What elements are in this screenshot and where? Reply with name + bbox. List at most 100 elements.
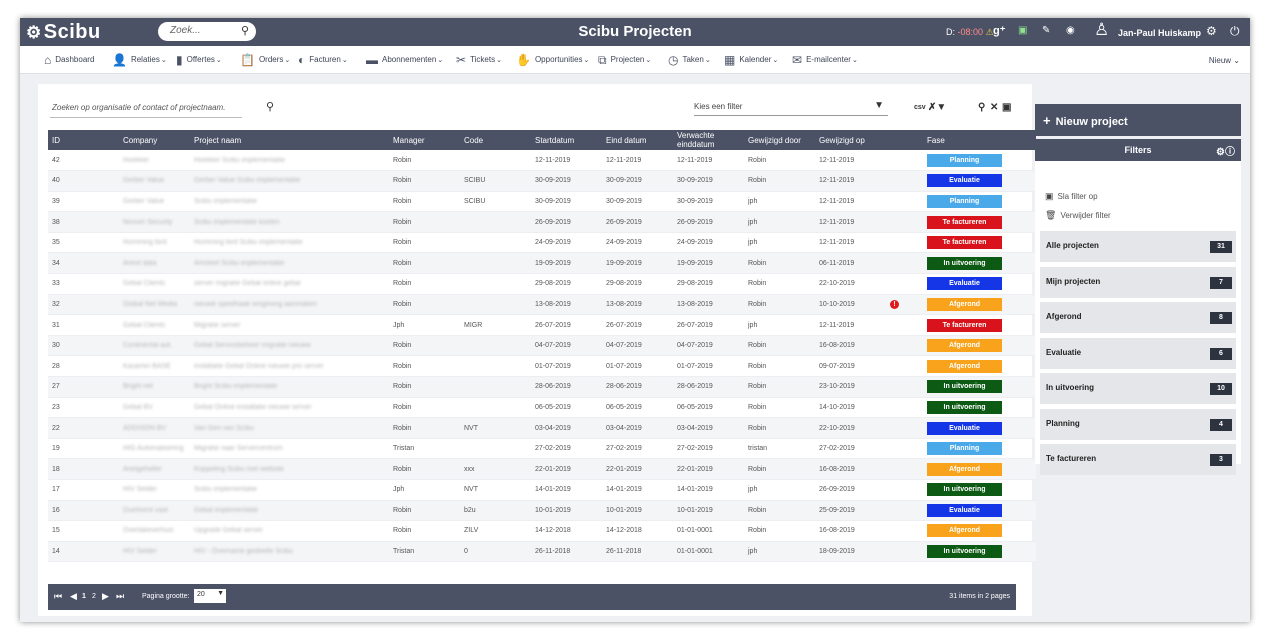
chevron-down-icon: ⌄: [645, 57, 652, 64]
table-row[interactable]: 34 Anext data Amsteel Scibu implementatie R…: [48, 252, 1036, 275]
table-row[interactable]: 33 Gebal Clients server migratie Gebal onl…: [48, 273, 1036, 295]
column-header[interactable]: Project naam: [194, 135, 242, 145]
nav-emailcenter[interactable]: ✉ E-mailcenter⌄: [792, 53, 858, 67]
nav-dashboard[interactable]: ⌂ Dashboard: [44, 53, 94, 67]
column-header[interactable]: [886, 130, 923, 150]
table-row[interactable]: 38 Novum Security Scibu implementatie kost…: [48, 211, 1036, 233]
nav-offertes[interactable]: ▮ Offertes⌄: [176, 53, 222, 67]
logo[interactable]: ⚙ Scibu: [26, 21, 101, 44]
last-page-icon[interactable]: ⏭: [116, 591, 125, 601]
nav-taken[interactable]: ◷ Taken⌄: [668, 53, 711, 67]
cell-changed-by: Robin: [744, 417, 815, 439]
cell-text: 06-05-2019: [677, 403, 713, 411]
save-icon[interactable]: ▣: [1018, 25, 1028, 36]
filter-category[interactable]: Te factureren 3: [1040, 444, 1236, 475]
export-csv-icon[interactable]: csv: [914, 104, 926, 111]
cell-text: Kasamin BASE: [123, 362, 171, 370]
cell-text: 13-08-2019: [677, 300, 713, 308]
column-header[interactable]: ID: [52, 135, 60, 145]
global-search-input[interactable]: Zoek... ⚲: [158, 22, 256, 41]
column-header[interactable]: Eind datum: [606, 135, 647, 145]
prev-page-icon[interactable]: ◀: [70, 591, 77, 601]
table-row[interactable]: 16 Duinhorst vast Gebal implementatie Robin…: [48, 500, 1036, 522]
table-row[interactable]: 19 HIG Automatisering Migratie naar Server…: [48, 438, 1036, 460]
save-filter-link[interactable]: ▣ Sla filter op: [1045, 191, 1098, 202]
column-header[interactable]: Startdatum: [535, 135, 575, 145]
cell-text: 14-01-2019: [606, 486, 642, 494]
first-page-icon[interactable]: ⏮: [54, 591, 63, 601]
column-header[interactable]: Gewijzigd door: [748, 135, 801, 145]
cell-alert: [886, 355, 923, 378]
cell-alert: [886, 438, 923, 460]
google-plus-icon[interactable]: g⁺: [993, 25, 1006, 37]
table-row[interactable]: 15 Overlakeverhuis Upgrade Gebal server Rob…: [48, 520, 1036, 542]
filter-select[interactable]: Kies een filter ▼: [694, 98, 888, 116]
column-header[interactable]: Verwachte einddatum: [677, 131, 715, 149]
new-project-button[interactable]: + Nieuw project: [1035, 104, 1241, 136]
table-row[interactable]: 23 Gebal BV Gebal Online installatie nieuw…: [48, 397, 1036, 419]
table-row[interactable]: 42 Hoekker Hoekker Scibu implementatie Robi…: [48, 150, 1036, 172]
table-row[interactable]: 30 Continental aut. Gebal Servicebeheer mi…: [48, 335, 1036, 357]
filter-category[interactable]: In uitvoering 10: [1040, 373, 1236, 404]
user-icon[interactable]: ♙: [1094, 20, 1110, 39]
nav-relaties[interactable]: 👤 Relaties⌄: [112, 53, 167, 67]
nav-kalender[interactable]: ▦ Kalender⌄: [724, 53, 778, 67]
column-header[interactable]: Fase: [927, 135, 945, 145]
edit-icon[interactable]: ✎: [1042, 25, 1051, 36]
table-row[interactable]: 18 Anelgeheller Koppeling Scibu met websit…: [48, 458, 1036, 480]
page-1[interactable]: 1: [82, 593, 86, 600]
page-size-select[interactable]: 20 ▼: [194, 589, 226, 603]
filter-category[interactable]: Afgerond 8: [1040, 302, 1236, 333]
filter-settings-icon[interactable]: ⚲: [978, 102, 986, 113]
search-icon[interactable]: ⚲: [266, 101, 275, 113]
close-icon[interactable]: ✕: [990, 102, 999, 113]
clear-filter-icon[interactable]: ✗▼: [928, 102, 947, 113]
page-2[interactable]: 2: [92, 593, 96, 600]
table-row[interactable]: 40 Gerber Value Gerber Value Scibu impleme…: [48, 170, 1036, 192]
table-row[interactable]: 22 ADDISON BV Van Gen van Scibu Robin NVT 03-…: [48, 417, 1036, 439]
filter-category[interactable]: Planning 4: [1040, 408, 1236, 440]
delete-filter-link[interactable]: 🗑 Verwijder filter: [1045, 210, 1111, 221]
cell-id: 28: [48, 355, 119, 378]
table-row[interactable]: 35 Humming bird Humming bird Scibu impleme…: [48, 232, 1036, 254]
nav-facturen[interactable]: ◐ Facturen⌄: [298, 53, 348, 67]
column-header[interactable]: Gewijzigd op: [819, 135, 865, 145]
nav-label: Opportunities: [534, 55, 583, 64]
eye-icon[interactable]: ◉: [1066, 25, 1075, 36]
table-row[interactable]: 31 Gebal Clients Migratie server Jph MIGR 26-…: [48, 314, 1036, 336]
column-header[interactable]: Manager: [393, 135, 425, 145]
cell-text: 22-10-2019: [819, 280, 855, 288]
user-name[interactable]: Jan-Paul Huiskamp: [1118, 28, 1202, 38]
settings-gear-icon[interactable]: ⚙: [1206, 24, 1217, 38]
column-header[interactable]: Company: [123, 135, 158, 145]
table-row[interactable]: 17 HIV Selder Scibu implementatie Jph NVT 14-…: [48, 479, 1036, 501]
nav-projecten[interactable]: ⧉ Projecten⌄: [598, 53, 651, 68]
nav-abonnementen[interactable]: ▬ Abonnementen⌄: [366, 53, 443, 67]
save-layout-icon[interactable]: ▣: [1002, 102, 1012, 113]
nav-orders[interactable]: 📋 Orders⌄: [240, 53, 290, 67]
cell-text: Continental aut.: [123, 342, 173, 350]
column-header[interactable]: Code: [464, 135, 484, 145]
nav-tickets[interactable]: ✂ Tickets⌄: [456, 53, 502, 67]
table-row[interactable]: 32 Global Net Media nieuwe speelhaak omgev…: [48, 294, 1036, 316]
next-page-icon[interactable]: ▶: [102, 591, 109, 601]
cell-company: HIV Selder: [119, 541, 190, 563]
nav-opportunities[interactable]: ✋ Opportunities⌄: [516, 53, 589, 67]
alert-icon[interactable]: !: [890, 299, 899, 309]
table-row[interactable]: 39 Gerber Value Scibu implementatie Robin SC…: [48, 191, 1036, 213]
filter-category[interactable]: Alle projecten 31: [1040, 231, 1236, 262]
table-row[interactable]: 14 HIV Selder HIV - Overname gedeelte Scib…: [48, 541, 1036, 563]
filter-category-count: 4: [1210, 418, 1232, 431]
power-icon[interactable]: ⏻: [1230, 24, 1240, 38]
filter-category[interactable]: Mijn projecten 7: [1040, 266, 1236, 298]
cell-text: 06-05-2019: [535, 403, 571, 411]
project-search-input[interactable]: Zoeken op organisatie of contact of proj…: [50, 98, 242, 118]
filter-category[interactable]: Evaluatie 6: [1040, 337, 1236, 369]
search-icon[interactable]: ⚲: [240, 25, 249, 37]
table-row[interactable]: 28 Kasamin BASE installatie Gebal Online n…: [48, 355, 1036, 378]
cell-text: SCIBU: [464, 197, 486, 205]
gear-info-icon[interactable]: ⚙ⓘ: [1216, 147, 1235, 158]
cell-code: [460, 232, 531, 254]
nav-new-dropdown[interactable]: Nieuw ⌄: [1209, 56, 1240, 65]
table-row[interactable]: 27 Bright net Bright Scibu implementatie Ro…: [48, 376, 1036, 398]
